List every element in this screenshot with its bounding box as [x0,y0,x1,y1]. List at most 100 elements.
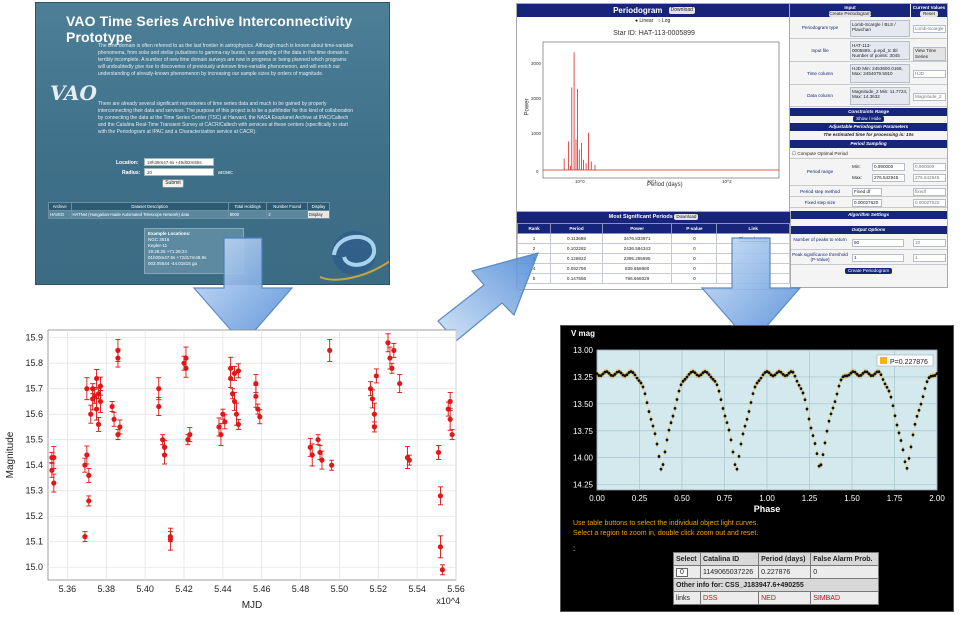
ned-link[interactable]: NED [758,591,812,605]
data-point [315,437,321,443]
phase-point [795,379,799,383]
phase-point [613,372,617,376]
phase-point [599,374,603,378]
x-tick-label: 5.50 [331,584,349,594]
period-max-input[interactable]: 276.542945 [872,174,905,182]
y-tick-label: 15.1 [25,537,43,547]
instruction-line-2: Select a region to zoom in, double click… [573,530,759,537]
x-tick-label: 1.75 [887,494,903,503]
threshold-input[interactable]: 1 [852,254,904,262]
phase-point [787,371,791,375]
phase-point [889,395,893,399]
submit-button[interactable]: Submit [162,179,184,188]
constraints-toggle[interactable]: Show / Hide [853,116,884,122]
y-tick: 0 [536,169,539,174]
time-column-select[interactable]: HJD Min: 2453600.0166, Max: 2454079.5910 [850,64,910,83]
x-tick-label: 5.36 [59,584,77,594]
param-row-type: Periodogram type Lomb-Scargle / BLS / Pl… [790,18,947,39]
data-point [115,347,121,354]
phase-point [693,371,697,375]
display-button[interactable]: Display [306,210,331,219]
phase-point [867,372,871,376]
x-tick-label: 5.44 [214,584,232,594]
phase-point [785,373,789,377]
phase-point [899,439,903,442]
periodogram-download-button[interactable]: Download [668,7,695,15]
data-point [93,406,100,412]
phase-point [715,383,719,387]
periodogram-xlabel: Period (days) [647,182,683,188]
phase-point [873,372,877,376]
data-point [187,431,193,438]
instruction-line-1: Use table buttons to select the individu… [573,520,759,527]
phased-plot[interactable]: 0.00 0.25 0.50 0.75 1.00 1.25 1.50 1.75 2.00 13.0… [561,326,954,526]
phase-point [633,373,637,377]
phase-point [887,389,891,393]
param-row-step-method: Period step method Fixed df fixedf [790,186,947,197]
input-column-header: Input Create Periodogram [790,4,910,17]
example-location[interactable]: Kepler-11 [148,243,168,248]
phase-point [897,431,901,435]
phase-point [637,379,641,383]
example-location[interactable]: 19:28:25 +71:28:24 [148,249,187,254]
phase-point [739,442,743,446]
radius-input[interactable]: 20 [144,168,214,176]
periodogram-plot[interactable] [517,4,791,213]
dss-link[interactable]: DSS [700,591,760,605]
data-column-select[interactable]: Magnitude_2 Min: 11.7724, Max: 14.3632 [850,87,910,105]
periodogram-ylabel: Power [524,98,531,116]
table-row: HAVED HATNet (Hungarian-made Automated T… [48,210,331,219]
phase-point [597,374,601,377]
select-button[interactable]: 0 [676,567,688,577]
param-row-step-size: Fixed step size 0.00027620 0.00027620 [790,197,947,208]
phase-point [745,417,749,421]
linear-radio[interactable]: ● Linear [635,18,654,24]
phase-point [721,407,725,410]
x-tick: 10^1 [647,179,657,184]
x-tick-label: 5.48 [292,584,310,594]
example-location[interactable]: NGC 3516 [148,237,170,242]
compute-optimal-checkbox[interactable]: ☐ Compute Optimal Period [792,151,848,156]
plot-frame [47,329,457,581]
x-tick-label: 1.00 [759,494,775,503]
reset-button[interactable]: Reset [920,11,938,17]
data-point [449,431,455,438]
phase-point [843,374,847,378]
x-tick-label: 0.75 [717,494,733,503]
step-method-select[interactable]: Fixed df [852,188,882,196]
param-row-compute: ☐ Compute Optimal Period [790,149,947,159]
phase-point [833,400,837,404]
phase-point [717,389,721,393]
radius-unit: arcsec [218,170,233,176]
example-location[interactable]: 01h00m47.5s +72d17m48.9s [148,255,207,260]
lightcurve-plot[interactable]: 5.36 5.38 5.40 5.42 5.44 5.46 5.48 5.50 5.52 5.54… [0,312,470,617]
location-input[interactable]: 18h39m47.6s +49d02m55s [144,158,214,166]
view-time-series-button[interactable]: View Time Series [913,47,946,61]
peaks-input[interactable]: 50 [852,239,904,247]
data-point [435,449,442,456]
data-point [86,472,92,479]
y-tick-label: 15.0 [25,562,43,572]
x-tick-label: 5.56 [447,584,465,594]
phase-point [885,385,889,389]
period-min-input[interactable]: 0.990000 [872,163,905,171]
star-id: Star ID: HAT-113-0005899 [613,30,695,37]
data-point [257,414,263,420]
example-location[interactable]: 003.05544 -44.01815 ga [148,261,198,266]
galaxy-swirl-graphic [319,231,389,281]
create-periodogram-top-button[interactable]: Create Periodogram [829,11,871,17]
significant-download-button[interactable]: Download [674,214,699,220]
simbad-link[interactable]: SIMBAD [810,591,879,605]
step-size-input[interactable]: 0.00027620 [852,199,882,207]
periodogram-type-radios[interactable]: Lomb-Scargle / BLS / Plavchan [850,20,910,37]
data-point [439,567,445,573]
data-point [371,411,377,417]
create-periodogram-button[interactable]: Create Periodogram [844,268,893,274]
phase-point [635,376,639,380]
phase-point [877,370,881,374]
data-point [90,386,96,392]
phase-point [871,374,875,377]
x-tick-label: 0.00 [589,494,605,503]
phase-point [755,381,759,385]
log-radio[interactable]: ○ Log [657,18,671,24]
